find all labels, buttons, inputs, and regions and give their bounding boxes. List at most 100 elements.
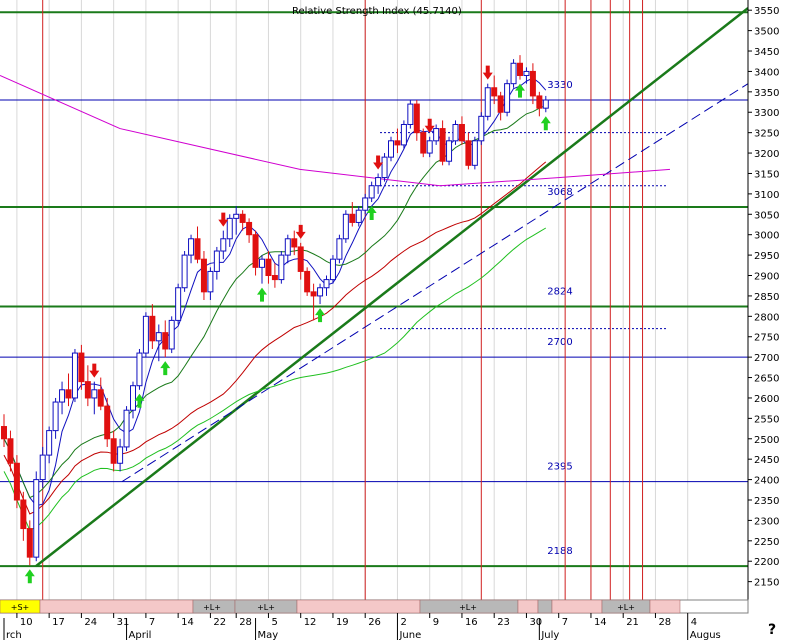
candle-body (123, 409, 130, 448)
candle-body (246, 221, 253, 236)
candle-body (226, 217, 233, 240)
candle-body (220, 238, 227, 252)
candle-body (452, 123, 459, 142)
sell-arrow (373, 155, 384, 170)
candle-body (510, 62, 517, 85)
y-tick-label: 2150 (754, 578, 779, 589)
candle-body (233, 213, 240, 219)
y-tick-label: 3300 (754, 108, 779, 119)
candle-body (130, 385, 136, 411)
candle-body (200, 258, 207, 293)
buy-arrow (315, 308, 326, 323)
ma-red (3, 161, 547, 515)
y-tick-label: 2400 (754, 476, 779, 487)
buy-arrow (160, 361, 171, 376)
x-tick-label: 19 (336, 617, 349, 628)
candle-body (207, 270, 214, 293)
trend-lines (35, 7, 749, 568)
candle-body (336, 238, 343, 260)
x-tick-label: 21 (626, 617, 639, 628)
candles (1, 55, 549, 566)
candle-body (175, 287, 182, 321)
candle-body (517, 62, 523, 77)
month-label: June (398, 630, 421, 641)
y-tick-label: 2700 (754, 353, 779, 364)
candle-body (478, 115, 485, 142)
calendar-segment (517, 599, 539, 614)
y-tick-label: 3100 (754, 190, 779, 201)
candle-body (278, 254, 285, 281)
candle-body (523, 70, 530, 77)
candle-body (536, 95, 543, 109)
signal-arrows (24, 65, 551, 584)
candle-body (355, 209, 362, 223)
level-label: 3330 (547, 80, 572, 91)
sell-arrow (89, 363, 100, 378)
buy-arrow (540, 116, 551, 131)
y-tick-label: 2950 (754, 251, 779, 262)
candle-body (65, 389, 72, 399)
candle-body (394, 140, 401, 146)
x-tick-label: 5 (271, 617, 277, 628)
candle-body (252, 234, 259, 268)
sell-arrow (218, 212, 229, 227)
candle-body (426, 140, 433, 154)
candle-body (317, 287, 324, 297)
candle-body (439, 128, 446, 162)
candle-body (59, 389, 66, 403)
x-tick-label: 14 (181, 617, 194, 628)
candle-body (46, 430, 53, 456)
sell-arrow (295, 224, 306, 239)
buy-arrow (134, 393, 145, 408)
vertical-markers (42, 0, 644, 600)
candle-body (155, 332, 162, 342)
candle-body (497, 95, 504, 113)
sell-arrow (424, 118, 435, 133)
candle-body (400, 123, 407, 146)
candle-body (368, 185, 375, 199)
y-tick-label: 3250 (754, 129, 779, 140)
candle-body (84, 381, 91, 399)
x-tick-label: 23 (497, 617, 510, 628)
help-mark[interactable]: ? (768, 622, 776, 638)
buy-arrow (257, 287, 267, 302)
trend-line-main (35, 7, 749, 568)
candle-body (291, 238, 298, 248)
candle-body (91, 389, 98, 399)
x-tick-label: 26 (368, 617, 381, 628)
chart-header: Relative Strength Index (45.7140) (292, 6, 462, 17)
calendar-segment (39, 599, 194, 614)
candle-body (349, 213, 356, 223)
trend-line-dashed (121, 83, 749, 483)
y-tick-label: 3350 (754, 88, 779, 99)
x-tick-label: 2 (400, 617, 406, 628)
y-tick-label: 2500 (754, 435, 779, 446)
candle-body (39, 454, 46, 481)
level-label: 2824 (547, 287, 572, 298)
candle-body (78, 352, 85, 383)
y-tick-label: 2900 (754, 272, 779, 283)
candle-body (149, 315, 156, 342)
ma-green (3, 227, 547, 531)
y-tick-label: 2350 (754, 496, 779, 507)
x-tick-label: 4 (691, 617, 697, 628)
x-tick-label: 10 (20, 617, 33, 628)
candle-body (491, 87, 498, 97)
candle-body (446, 140, 453, 162)
x-tick-label: 28 (658, 617, 671, 628)
calendar-label: +S+ (11, 603, 29, 612)
buy-arrow (515, 83, 525, 98)
y-tick-label: 3050 (754, 210, 779, 221)
y-tick-label: 2650 (754, 374, 779, 385)
candle-body (213, 250, 220, 272)
y-tick-label: 2200 (754, 557, 779, 568)
candle-body (7, 438, 14, 464)
y-tick-label: 2600 (754, 394, 779, 405)
x-axis: 10 17 24 31 7 14 22 28 5 12 19 26 2 9 16 23 30 7 14 21 28 4 rc… (3, 613, 721, 641)
level-label: 2700 (547, 337, 572, 348)
candle-body (465, 140, 472, 166)
buy-arrow (24, 569, 35, 584)
level-label: 2395 (547, 462, 572, 473)
level-label: 2188 (547, 546, 572, 557)
